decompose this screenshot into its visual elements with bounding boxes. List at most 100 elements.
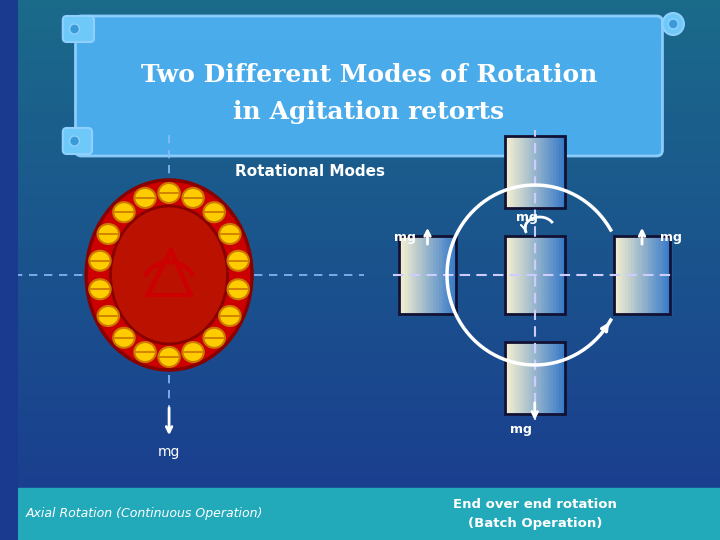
Ellipse shape <box>228 279 249 299</box>
Bar <box>18 470 720 475</box>
Bar <box>18 49 720 54</box>
Bar <box>622 236 626 314</box>
Bar <box>18 32 720 38</box>
Bar <box>18 86 720 92</box>
Ellipse shape <box>113 328 135 348</box>
Bar <box>18 389 720 394</box>
Bar <box>541 342 544 414</box>
Bar <box>18 135 720 140</box>
Circle shape <box>70 136 79 146</box>
Bar <box>553 236 557 314</box>
Bar <box>546 342 550 414</box>
Bar <box>444 236 448 314</box>
Bar <box>619 236 623 314</box>
Bar <box>18 38 720 43</box>
Bar <box>505 236 508 314</box>
Bar <box>520 236 523 314</box>
Bar <box>18 173 720 178</box>
Bar <box>523 236 526 314</box>
Bar <box>18 5 720 11</box>
Bar <box>18 265 720 270</box>
Bar <box>18 340 720 346</box>
Bar <box>18 151 720 157</box>
Bar <box>18 443 720 448</box>
Bar <box>18 292 720 297</box>
Bar <box>18 178 720 184</box>
Circle shape <box>70 24 79 34</box>
Ellipse shape <box>158 347 180 367</box>
Bar <box>18 459 720 464</box>
Bar <box>556 136 559 208</box>
Bar <box>18 491 720 497</box>
Ellipse shape <box>97 306 119 326</box>
Bar <box>550 136 554 208</box>
Bar <box>665 236 668 314</box>
Bar <box>18 432 720 437</box>
Bar <box>538 136 541 208</box>
Bar <box>18 518 720 524</box>
Ellipse shape <box>204 328 225 348</box>
Bar <box>18 11 720 16</box>
Text: Axial Rotation (Continuous Operation): Axial Rotation (Continuous Operation) <box>26 508 264 521</box>
Bar <box>541 236 544 314</box>
Bar <box>18 497 720 502</box>
Bar <box>18 162 720 167</box>
Bar <box>18 281 720 286</box>
Bar <box>18 324 720 329</box>
Bar <box>526 342 529 414</box>
Bar <box>18 119 720 124</box>
Bar <box>625 236 629 314</box>
Bar <box>559 236 562 314</box>
Bar <box>510 342 514 414</box>
FancyBboxPatch shape <box>63 16 94 42</box>
Bar <box>18 146 720 151</box>
Bar <box>18 308 720 313</box>
Bar <box>18 70 720 76</box>
Bar <box>18 0 720 5</box>
Bar <box>526 236 529 314</box>
Ellipse shape <box>182 188 204 208</box>
Bar <box>556 236 559 314</box>
Bar <box>18 529 720 535</box>
Ellipse shape <box>89 251 111 271</box>
Bar <box>18 513 720 518</box>
Bar <box>18 205 720 211</box>
Bar <box>538 236 541 314</box>
Bar <box>18 508 720 513</box>
Bar <box>18 335 720 340</box>
Bar <box>562 236 565 314</box>
Bar <box>18 275 720 281</box>
Bar <box>18 416 720 421</box>
Bar <box>18 383 720 389</box>
Ellipse shape <box>135 342 156 362</box>
Bar <box>18 286 720 292</box>
Bar <box>642 236 645 314</box>
Bar <box>531 342 535 414</box>
Bar <box>18 356 720 362</box>
Bar <box>516 342 520 414</box>
Bar <box>18 502 720 508</box>
Bar <box>653 236 657 314</box>
Text: mg: mg <box>394 231 415 244</box>
Bar <box>18 270 720 275</box>
Bar <box>18 221 720 227</box>
Bar <box>18 400 720 405</box>
Bar <box>18 92 720 97</box>
Bar <box>18 319 720 324</box>
Bar <box>528 136 532 208</box>
Bar <box>508 236 511 314</box>
Bar <box>634 236 636 314</box>
Bar <box>650 236 654 314</box>
Bar <box>453 236 456 314</box>
Bar <box>18 157 720 162</box>
Bar <box>18 232 720 238</box>
Circle shape <box>662 13 684 35</box>
Bar <box>450 236 454 314</box>
Bar <box>18 421 720 427</box>
Bar <box>546 236 550 314</box>
Bar <box>667 236 671 314</box>
Bar <box>18 189 720 194</box>
Bar <box>18 378 720 383</box>
Bar <box>18 81 720 86</box>
Text: Two Different Modes of Rotation: Two Different Modes of Rotation <box>141 63 597 87</box>
